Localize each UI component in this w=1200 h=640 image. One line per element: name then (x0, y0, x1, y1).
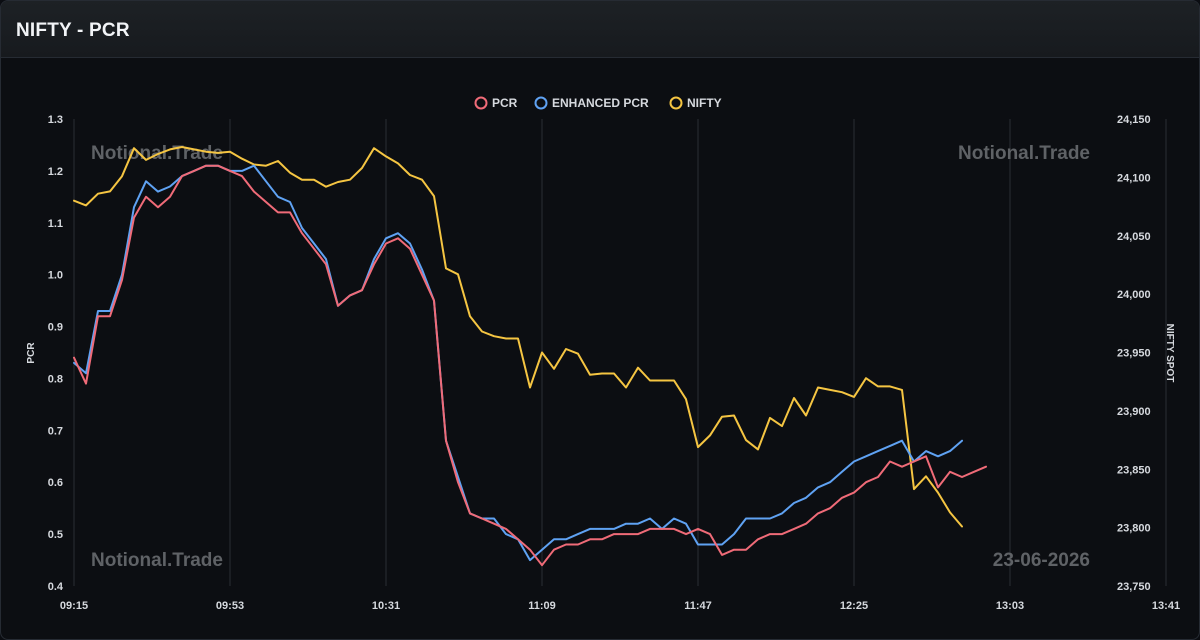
legend-item-nifty[interactable]: NIFTY (669, 96, 722, 110)
card-header: NIFTY - PCR (1, 1, 1199, 58)
y-left-tick-label: 0.6 (48, 477, 63, 489)
legend-marker-nifty (669, 96, 683, 110)
x-tick-label: 11:09 (528, 600, 556, 612)
series-line-pcr (73, 164, 987, 567)
y-left-tick-label: 1.0 (48, 270, 63, 282)
watermark-date: 23-06-2026 (993, 550, 1090, 571)
watermark-bottom-left: Notional.Trade (91, 550, 223, 571)
y-left-tick-label: 0.4 (48, 581, 64, 593)
legend-item-enhanced-pcr[interactable]: ENHANCED PCR (534, 96, 650, 110)
y-right-tick-label: 24,000 (1117, 289, 1151, 301)
legend-marker-enhanced-pcr (534, 96, 548, 110)
legend-label-pcr: PCR (492, 96, 518, 110)
y-right-tick-label: 24,050 (1117, 231, 1151, 243)
y-left-tick-label: 1.3 (48, 114, 63, 126)
x-tick-label: 13:41 (1152, 600, 1180, 612)
legend-label-enhanced-pcr: ENHANCED PCR (552, 96, 649, 110)
y-right-tick-label: 23,950 (1117, 348, 1151, 360)
y-axis-left-title: PCR (26, 342, 37, 364)
vertical-grid (73, 119, 1167, 586)
y-right-tick-label: 23,900 (1117, 406, 1151, 418)
legend-marker-pcr (474, 96, 488, 110)
y-right-tick-label: 24,100 (1117, 172, 1151, 184)
y-left-tick-label: 0.8 (48, 373, 63, 385)
series-line-nifty (73, 146, 963, 528)
y-right-tick-label: 24,150 (1117, 114, 1151, 126)
x-tick-label: 09:53 (216, 600, 244, 612)
y-axis-right-title: NIFTY SPOT (1164, 324, 1175, 383)
series-lines (73, 146, 987, 567)
x-tick-label: 10:31 (372, 600, 400, 612)
y-left-tick-label: 0.5 (48, 529, 63, 541)
x-tick-label: 13:03 (996, 600, 1024, 612)
page-title: NIFTY - PCR (16, 20, 130, 41)
series-line-enhanced-pcr (73, 164, 963, 562)
y-right-tick-label: 23,750 (1117, 581, 1151, 593)
legend: PCR ENHANCED PCR NIFTY (474, 96, 722, 110)
y-right-tick-label: 23,850 (1117, 464, 1151, 476)
legend-label-nifty: NIFTY (687, 96, 722, 110)
watermark-top-right: Notional.Trade (958, 143, 1090, 164)
y-left-tick-label: 1.2 (48, 166, 63, 178)
axis-ticks: 09:15 09:53 10:31 11:09 11:47 12:25 13:03 13:41… (48, 114, 1180, 612)
y-left-tick-label: 1.1 (48, 218, 63, 230)
legend-item-pcr[interactable]: PCR (474, 96, 518, 110)
x-tick-label: 11:47 (684, 600, 712, 612)
x-tick-label: 12:25 (840, 600, 868, 612)
y-left-tick-label: 0.9 (48, 322, 63, 334)
y-left-tick-label: 0.7 (48, 425, 63, 437)
y-right-tick-label: 23,800 (1117, 523, 1151, 535)
x-tick-label: 09:15 (60, 600, 88, 612)
